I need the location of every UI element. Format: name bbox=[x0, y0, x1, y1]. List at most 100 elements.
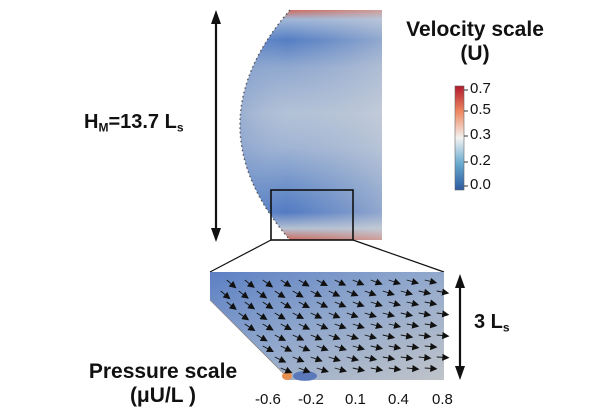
velocity-vector bbox=[244, 323, 256, 331]
velocity-vector bbox=[316, 279, 328, 287]
velocity-vector bbox=[298, 323, 311, 330]
velocity-vector bbox=[238, 312, 250, 321]
velocity-vector bbox=[262, 345, 274, 353]
velocity-vector bbox=[352, 344, 366, 351]
velocity-vector bbox=[280, 279, 292, 287]
velocity-vector bbox=[400, 289, 414, 296]
velocity-vector bbox=[346, 354, 360, 362]
velocity-vector bbox=[388, 300, 402, 307]
velocity-vector bbox=[382, 354, 396, 362]
height-label: HM=13.7 Ls bbox=[84, 111, 184, 135]
velocity-vector bbox=[370, 322, 384, 329]
velocity-vector bbox=[406, 321, 420, 329]
velocity-vector bbox=[334, 279, 347, 286]
velocity-vector bbox=[424, 342, 438, 351]
velocity-vector bbox=[262, 301, 274, 309]
length-arrow-head-top bbox=[455, 274, 465, 288]
velocity-vector bbox=[382, 289, 395, 297]
velocity-vector bbox=[400, 354, 414, 362]
velocity-vector bbox=[292, 334, 305, 341]
velocity-vector bbox=[388, 321, 402, 329]
velocity-vector bbox=[334, 322, 347, 330]
velocity-vector bbox=[400, 332, 414, 340]
velocity-vector bbox=[274, 356, 287, 363]
zoom-region-box bbox=[270, 189, 354, 241]
velocity-vector bbox=[328, 290, 341, 297]
velocity-vector bbox=[298, 344, 311, 352]
velocity-vector bbox=[238, 290, 249, 299]
velocity-vector bbox=[424, 299, 438, 307]
velocity-vector bbox=[424, 321, 438, 329]
velocity-vector bbox=[334, 366, 348, 373]
velocity-vector bbox=[292, 355, 305, 363]
velocity-field-domain bbox=[240, 10, 382, 240]
inset-length-label: 3 Ls bbox=[474, 311, 510, 335]
velocity-vector bbox=[280, 301, 292, 309]
velocity-vector bbox=[406, 343, 420, 351]
length-arrow-head-bottom bbox=[455, 366, 465, 380]
velocity-colorbar bbox=[454, 85, 465, 191]
height-arrow-head-top bbox=[211, 10, 221, 24]
velocity-vector bbox=[418, 288, 432, 296]
velocity-vector bbox=[298, 366, 311, 374]
velocity-vector bbox=[346, 333, 359, 341]
velocity-vector bbox=[274, 312, 286, 320]
velocity-vector bbox=[310, 355, 323, 363]
velocity-vector bbox=[316, 366, 329, 374]
velocity-vector bbox=[436, 288, 450, 296]
velocity-vector bbox=[370, 343, 384, 351]
velocity-vector bbox=[346, 311, 359, 319]
velocity-vector bbox=[226, 279, 237, 289]
zoom-line-right bbox=[352, 239, 445, 273]
velocity-vector bbox=[346, 289, 359, 297]
velocity-vector bbox=[418, 332, 432, 340]
velocity-vector bbox=[256, 312, 268, 320]
velocity-vector bbox=[274, 290, 286, 298]
velocity-vector bbox=[364, 354, 378, 362]
velocity-vector bbox=[370, 365, 384, 373]
velocity-vector bbox=[274, 334, 287, 341]
velocity-vector bbox=[388, 365, 402, 373]
height-arrow-head-bottom bbox=[211, 228, 221, 242]
inset-flow-panel bbox=[209, 272, 450, 381]
velocity-vector bbox=[364, 332, 378, 340]
velocity-vector bbox=[436, 310, 450, 318]
velocity-colorbar-ticks bbox=[464, 89, 468, 187]
velocity-vector bbox=[382, 310, 396, 318]
curved-boundary-dots bbox=[239, 9, 291, 241]
velocity-vector bbox=[418, 310, 432, 318]
velocity-vector bbox=[328, 311, 341, 319]
velocity-vector bbox=[292, 312, 305, 319]
velocity-vector bbox=[388, 343, 402, 351]
velocity-vector bbox=[400, 310, 414, 318]
pressure-tick: 0.4 bbox=[388, 391, 409, 408]
velocity-vector bbox=[352, 278, 365, 286]
velocity-vector bbox=[316, 344, 329, 352]
velocity-vector bbox=[364, 311, 377, 319]
velocity-vector bbox=[406, 364, 420, 373]
velocity-vector-field bbox=[220, 277, 450, 374]
velocity-vector bbox=[310, 312, 323, 319]
velocity-vector bbox=[298, 301, 310, 309]
velocity-vector bbox=[280, 366, 293, 374]
velocity-vector bbox=[298, 279, 310, 287]
velocity-vector bbox=[352, 365, 366, 373]
velocity-vector bbox=[406, 299, 420, 307]
velocity-vector bbox=[310, 333, 323, 341]
velocity-vector bbox=[244, 279, 255, 288]
velocity-vector bbox=[352, 300, 365, 308]
velocity-vector bbox=[244, 301, 256, 310]
velocity-vector bbox=[280, 345, 293, 352]
velocity-vector bbox=[316, 322, 329, 330]
velocity-vector bbox=[418, 353, 432, 362]
zoom-line-left bbox=[209, 239, 272, 273]
velocity-vector bbox=[334, 344, 347, 352]
velocity-vector bbox=[256, 334, 268, 342]
velocity-tick: 0.0 bbox=[470, 176, 491, 193]
velocity-vector bbox=[328, 355, 341, 363]
velocity-tick: 0.7 bbox=[470, 80, 491, 97]
velocity-vector bbox=[262, 323, 274, 331]
velocity-vector bbox=[370, 300, 383, 308]
velocity-vector bbox=[220, 290, 231, 300]
